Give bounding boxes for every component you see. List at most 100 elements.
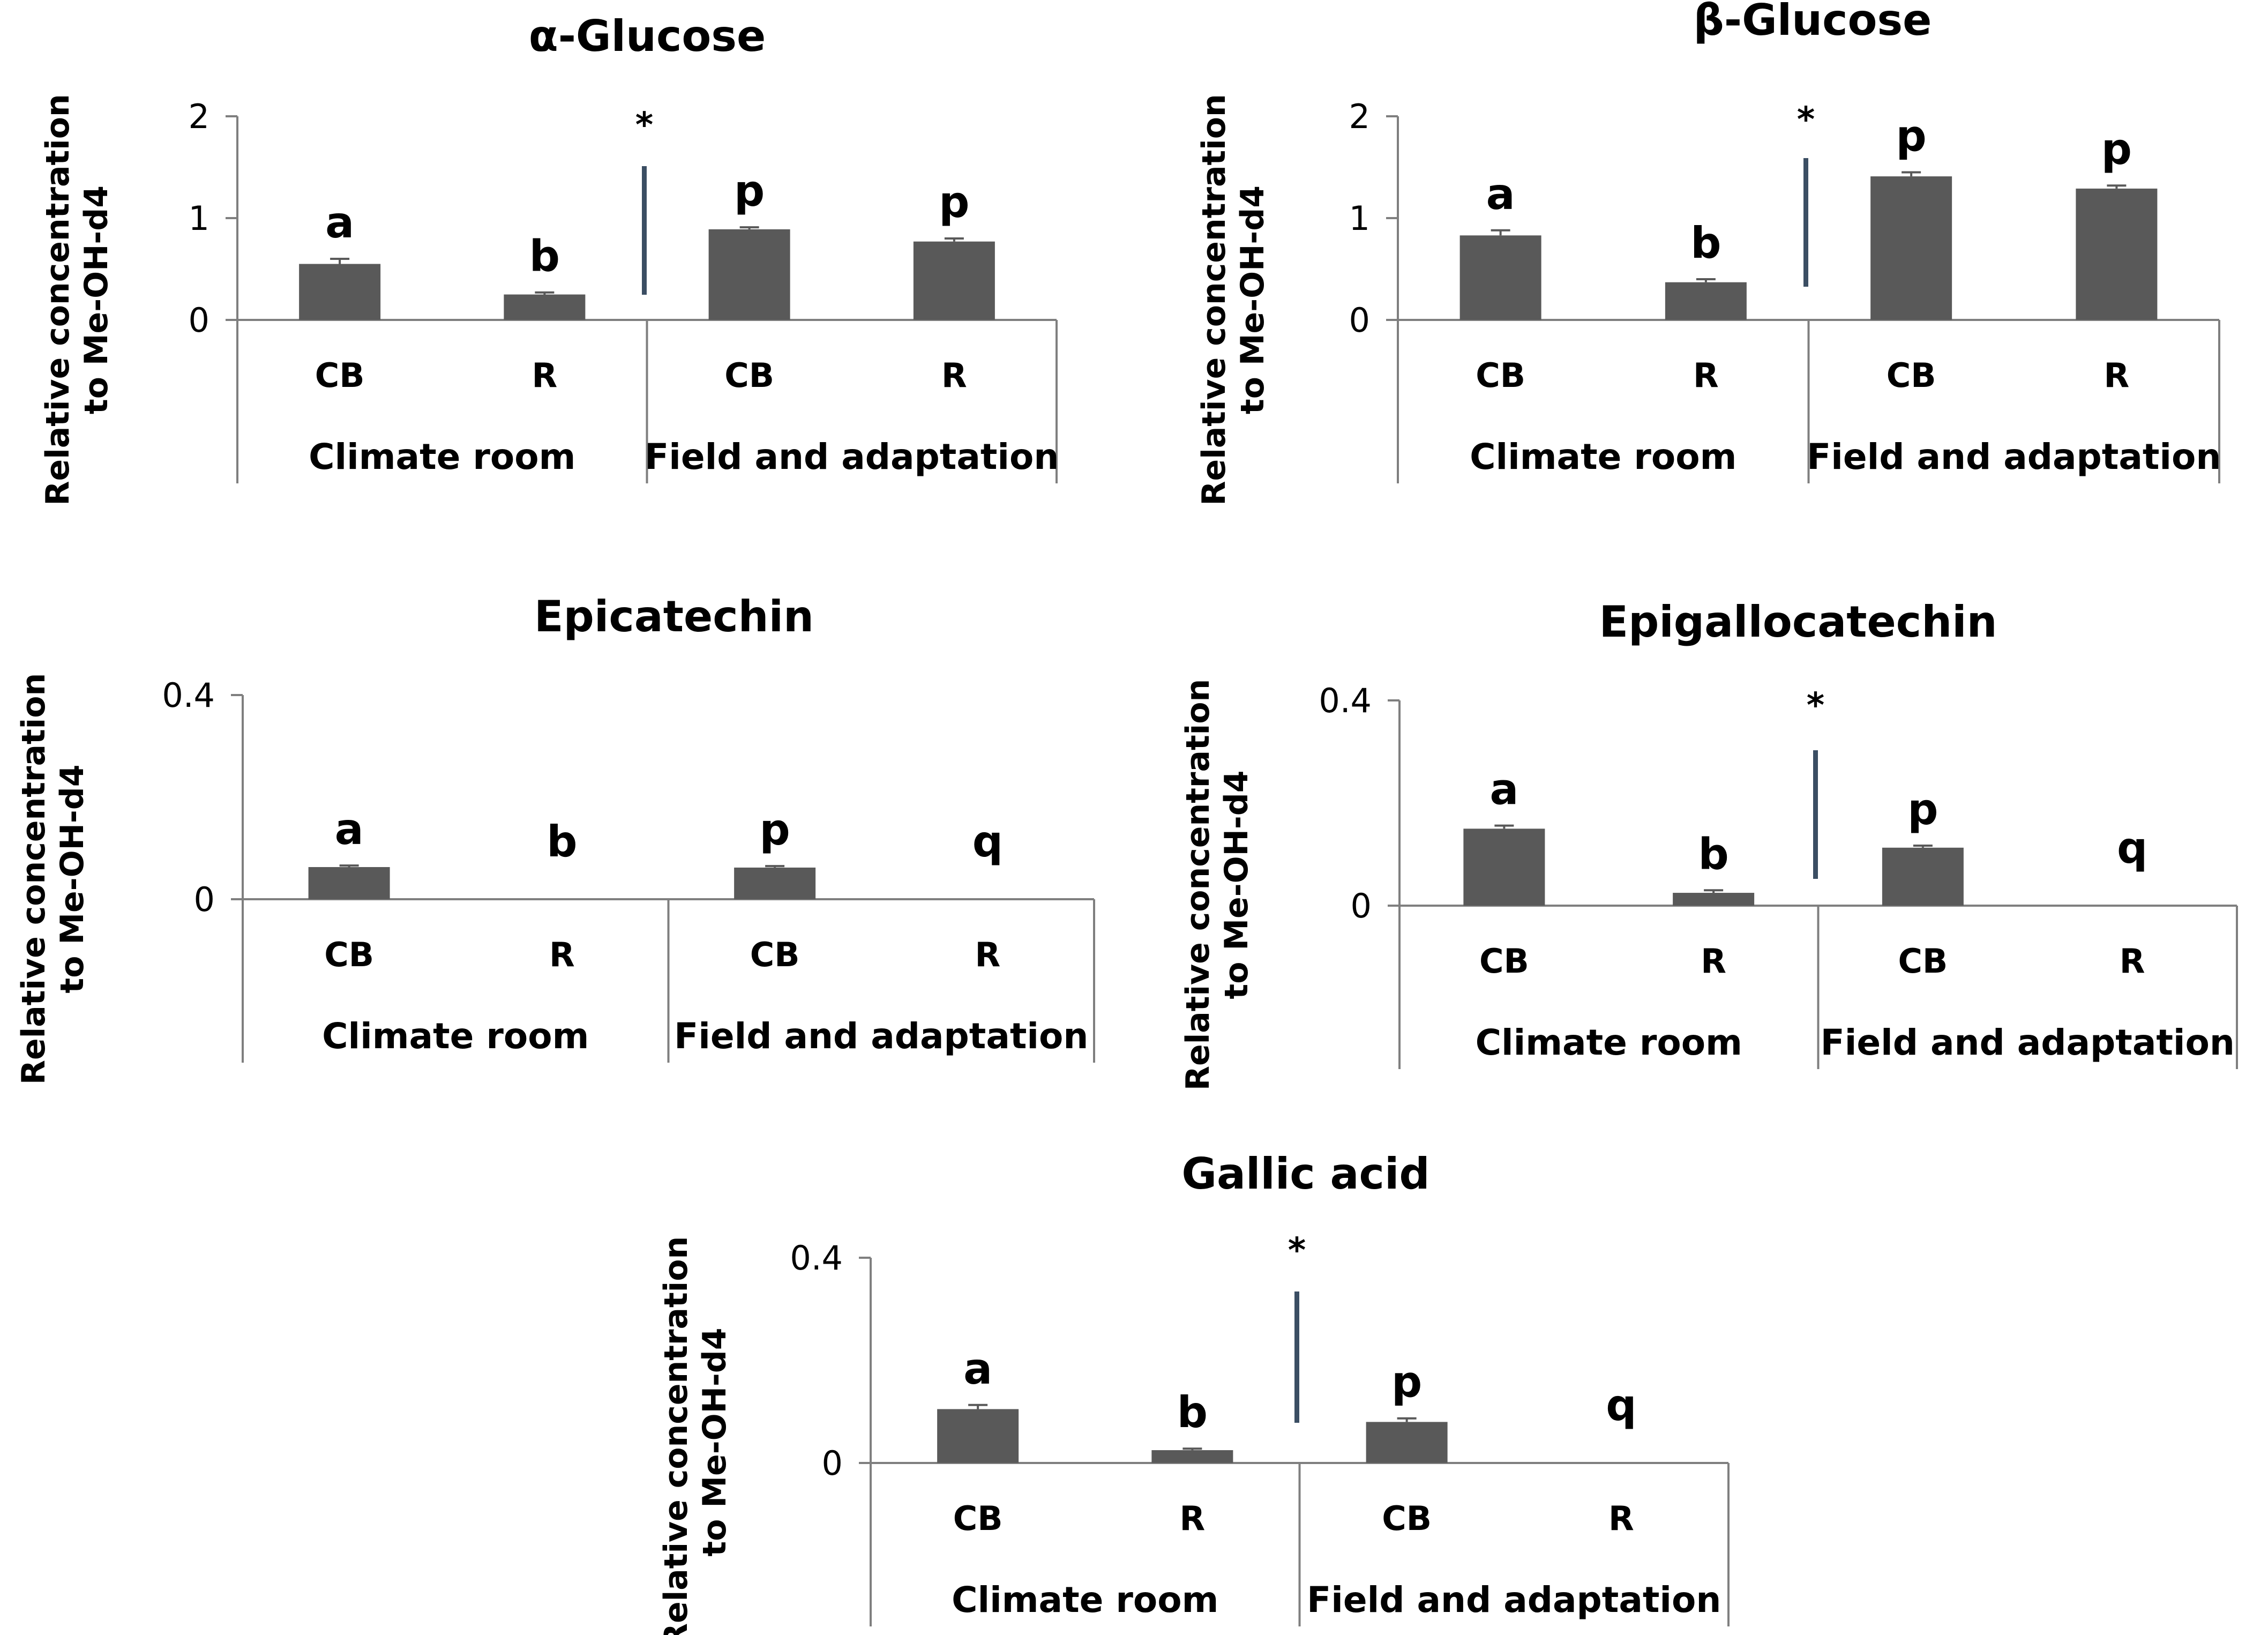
chart-title: α-Glucose [529,11,766,61]
significance-letter: p [759,805,790,855]
chart-title: Epicatechin [534,592,814,641]
significance-letter: a [325,198,354,248]
category-label: CB [724,356,774,395]
chart-title: β-Glucose [1694,0,1932,45]
group-label: Field and adaptation [1807,436,2221,477]
significance-letter: b [1690,218,1721,268]
y-axis-label: Relative concentrationto Me-OH-d4 [39,94,115,505]
y-tick-label: 0 [189,301,209,340]
significance-letter: q [1606,1380,1636,1430]
category-label: CB [1887,356,1936,395]
chart-panel-1: α-Glucose Relative concentrationto Me-OH-… [39,11,1059,506]
group-label: Climate room [1476,1022,1742,1063]
bar-r-climate-room [1151,1450,1233,1463]
bar-r-climate-room [1673,893,1755,906]
significance-letter: q [2117,823,2147,873]
significance-letter: p [734,166,765,216]
y-tick-label: 0 [194,880,215,919]
category-label: R [549,935,575,974]
y-axis-label-line1: Relative concentration [1179,679,1217,1091]
category-label: CB [1476,356,1525,395]
group-label: Climate room [1470,436,1736,477]
y-tick-label: 0.4 [790,1238,843,1278]
significance-letter: p [1391,1357,1422,1407]
significance-letter: p [1896,111,1926,161]
significance-letter: q [972,817,1003,867]
bar-cb-climate-room [1459,235,1541,320]
significance-letter: a [1489,765,1518,815]
bar-r-climate-room [1665,282,1747,320]
bar-r-field [913,241,995,320]
bar-cb-field [1882,847,1964,906]
y-axis-label-line2: to Me-OH-d4 [54,765,91,994]
significance-letter: p [939,177,969,227]
y-axis-label-line1: Relative concentration [1195,94,1233,505]
chart-panel-4: Epigallocatechin Relative concentrationto… [1179,597,2238,1091]
bar-cb-field [734,867,816,899]
y-tick-label: 0 [1349,301,1370,340]
y-tick-label: 0 [822,1444,843,1483]
significance-asterisk: * [635,106,653,145]
category-label: R [1180,1499,1206,1538]
group-label: Climate room [322,1016,589,1057]
chart-title: Epigallocatechin [1599,597,1997,647]
category-label: CB [1898,942,1948,981]
bar-cb-climate-room [299,264,381,320]
y-tick-label: 2 [1349,97,1370,136]
group-label: Field and adaptation [674,1016,1088,1057]
y-tick-label: 2 [189,97,209,136]
bar-cb-field [1870,176,1952,320]
y-axis-label-line1: Relative concentration [39,94,77,505]
category-label: R [2104,356,2130,395]
y-tick-label: 0.4 [162,676,215,715]
group-label: Field and adaptation [645,436,1059,477]
category-label: R [975,935,1001,974]
significance-asterisk: * [1807,686,1824,726]
significance-letter: a [963,1344,992,1394]
bar-r-field [2076,188,2158,320]
category-label: R [1608,1499,1634,1538]
significance-letter: b [547,817,577,867]
y-axis-label: Relative concentrationto Me-OH-d4 [1195,94,1271,505]
chart-panel-3: Epicatechin Relative concentrationto Me-O… [15,592,1095,1085]
category-label: CB [1479,942,1529,981]
y-axis-label-line1: Relative concentration [657,1236,695,1635]
y-axis-label-line2: to Me-OH-d4 [78,185,115,414]
y-tick-label: 0 [1351,886,1372,925]
y-axis-label-line2: to Me-OH-d4 [1234,185,1271,414]
category-label: CB [953,1499,1003,1538]
category-label: R [532,356,558,395]
significance-letter: p [2101,124,2132,174]
group-label: Climate room [952,1579,1218,1621]
category-label: CB [315,356,365,395]
y-tick-label: 0.4 [1319,681,1372,720]
category-label: CB [1382,1499,1432,1538]
bar-cb-climate-room [308,867,390,899]
category-label: R [941,356,967,395]
category-label: CB [750,935,800,974]
significance-letter: a [1486,169,1515,219]
category-label: R [1701,942,1726,981]
significance-letter: b [529,232,560,281]
y-axis-label: Relative concentrationto Me-OH-d4 [1179,679,1255,1091]
chart-panel-5: Gallic acid Relative concentrationto Me-O… [657,1149,1730,1635]
y-axis-label-line1: Relative concentration [15,673,53,1085]
chart-title: Gallic acid [1181,1149,1429,1199]
group-label: Climate room [309,436,575,477]
category-label: R [2120,942,2145,981]
category-label: R [1693,356,1719,395]
y-axis-label-line2: to Me-OH-d4 [1218,771,1255,999]
chart-panel-2: β-Glucose Relative concentrationto Me-OH-… [1195,0,2221,506]
y-tick-label: 1 [1349,199,1370,238]
significance-letter: p [1907,785,1938,834]
bar-cb-field [1366,1422,1448,1463]
significance-asterisk: * [1288,1231,1306,1271]
bar-cb-climate-room [937,1409,1019,1463]
y-axis-label: Relative concentrationto Me-OH-d4 [15,673,91,1085]
bar-cb-climate-room [1463,828,1545,906]
significance-asterisk: * [1797,100,1815,140]
significance-letter: b [1177,1387,1208,1437]
category-label: CB [324,935,374,974]
y-axis-label: Relative concentrationto Me-OH-d4 [657,1236,733,1635]
